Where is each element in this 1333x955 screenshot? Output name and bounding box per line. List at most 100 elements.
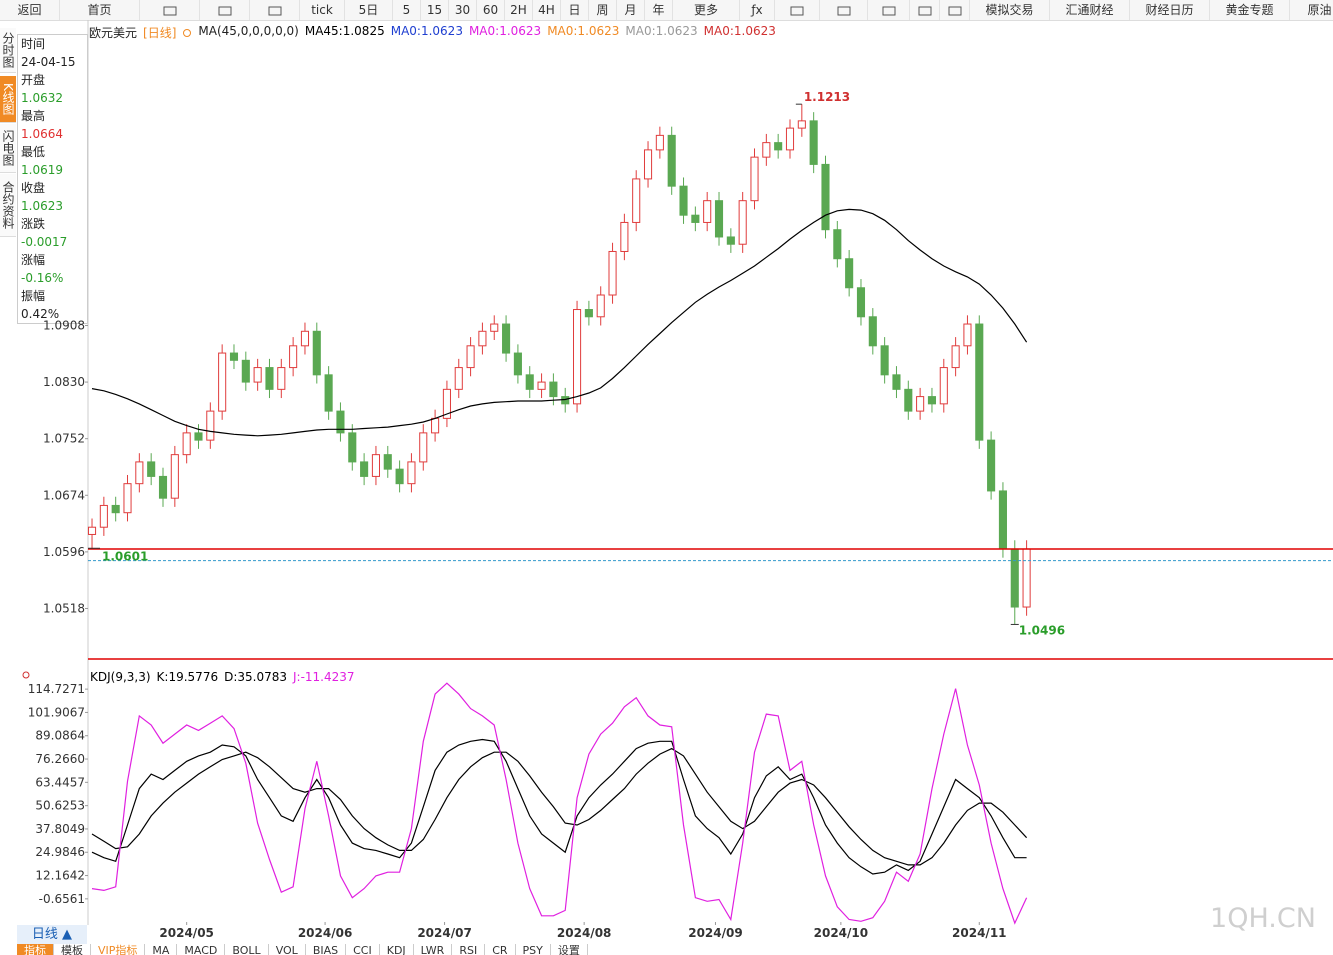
toolbar-button[interactable]: 原油 [1290, 0, 1333, 20]
toolbar-button[interactable]: 日 [561, 0, 589, 20]
toolbar-icon[interactable] [250, 0, 300, 20]
candle-body [123, 483, 132, 514]
toolbar-icon[interactable] [200, 0, 250, 20]
x-tick-label: 2024/09 [688, 926, 742, 940]
candle-body [265, 367, 274, 390]
y-tick-label: 24.9846 [35, 845, 85, 859]
bottom-tab[interactable]: VOL [269, 944, 306, 955]
candle-body [679, 185, 688, 216]
toolbar-icon[interactable] [868, 0, 910, 20]
candle-body [927, 396, 937, 405]
toolbar-icon[interactable] [140, 0, 200, 20]
toolbar-icon[interactable] [775, 0, 820, 20]
legend-entry: MA0:1.0623 [468, 24, 542, 38]
info-value: 24-04-15 [21, 55, 76, 69]
bottom-tab[interactable]: CCI [346, 944, 380, 955]
info-panel: 时间 24-04-15 开盘 1.0632 最高 1.0664 最低 1.0619 收盘 1.06… [17, 34, 88, 324]
info-value: 1.0664 [21, 127, 63, 141]
legend-entry: D:35.0783 [224, 670, 287, 684]
bottom-tab[interactable]: 模板 [54, 944, 91, 955]
y-tick-label: 1.0752 [43, 432, 85, 446]
x-tick-label: 2024/08 [557, 926, 611, 940]
candle-body [833, 229, 842, 260]
toolbar-icon[interactable] [820, 0, 868, 20]
toolbar-button[interactable]: 首页 [60, 0, 140, 20]
candle-body [762, 142, 771, 158]
panel-title-text: KDJ(9,3,3) [90, 670, 151, 684]
period[interactable]: [日线] [143, 26, 177, 40]
toolbar-button[interactable]: 15 [421, 0, 449, 20]
toolbar-button[interactable]: 5日 [345, 0, 393, 20]
toolbar-button[interactable]: 返回 [0, 0, 60, 20]
toolbar: 返回 首页 tick 5日 5 15 30 60 2H 4H 日周月年更多 ƒx 模拟交易 汇通财经 财经日… [0, 0, 1333, 21]
sidebar-tab[interactable]: K线图 [0, 76, 16, 123]
candle-body [892, 374, 901, 390]
sidebar-tab[interactable]: 合约资料 [0, 174, 16, 237]
toolbar-button[interactable]: 模拟交易 [970, 0, 1050, 20]
candle-body [643, 149, 653, 180]
candle-body [1010, 548, 1019, 608]
toolbar-button[interactable]: 2H [505, 0, 533, 20]
bottom-tab[interactable]: PSY [516, 944, 551, 955]
info-label: 开盘 [21, 73, 46, 87]
indicator[interactable]: MA(45,0,0,0,0,0) [198, 24, 299, 38]
bottom-tab[interactable]: MACD [177, 944, 226, 955]
toolbar-button[interactable]: 60 [477, 0, 505, 20]
candle-body [182, 432, 191, 456]
candle-body [383, 454, 392, 470]
bottom-tab[interactable]: LWR [414, 944, 453, 955]
y-tick-label: -0.6561 [39, 892, 85, 906]
toolbar-button[interactable]: 4H [533, 0, 561, 20]
candle-body [691, 214, 700, 223]
legend-entry: MA0:1.0623 [625, 24, 698, 38]
toolbar-button[interactable]: 黄金专题 [1210, 0, 1290, 20]
y-tick-label: 1.0596 [43, 545, 85, 559]
info-value: -0.16% [21, 271, 64, 285]
toolbar-button[interactable]: tick [300, 0, 345, 20]
info-value: 0.42% [21, 307, 60, 321]
toolbar-button[interactable]: 月 [617, 0, 645, 20]
low-label: 1.0496 [1019, 623, 1065, 637]
bottom-tab[interactable]: BIAS [306, 944, 347, 955]
toolbar-icon[interactable] [910, 0, 940, 20]
bottom-tab[interactable]: CR [485, 944, 516, 955]
candle-body [218, 352, 227, 412]
candle-body [774, 142, 783, 151]
icon[interactable] [182, 24, 192, 40]
bottom-tab[interactable]: BOLL [225, 944, 269, 955]
sidebar-tab[interactable]: 分时图 [0, 28, 16, 73]
toolbar-button[interactable]: 5 [393, 0, 421, 20]
toolbar-button[interactable]: 30 [449, 0, 477, 20]
period-button[interactable]: 日线 ▲ [17, 925, 87, 944]
x-tick-label: 2024/07 [417, 926, 471, 940]
info-value: 1.0623 [21, 199, 63, 213]
toolbar-button[interactable]: 周 [589, 0, 617, 20]
toolbar-button[interactable]: 财经日历 [1130, 0, 1210, 20]
toolbar-button[interactable]: 更多 [673, 0, 740, 20]
toolbar-button[interactable]: ƒx [740, 0, 775, 20]
y-tick-label: 1.0830 [43, 375, 85, 389]
bottom-tab[interactable]: 指标 [17, 944, 54, 955]
candle-body [963, 323, 972, 347]
bottom-tab[interactable]: RSI [452, 944, 486, 955]
sidebar-tab[interactable]: 闪电图 [0, 124, 16, 173]
bottom-tab[interactable]: MA [145, 944, 178, 955]
candle-body [608, 250, 617, 296]
candle-body [726, 236, 735, 245]
candle-body [466, 345, 475, 369]
candle-body [549, 381, 558, 398]
toolbar-icon[interactable] [940, 0, 970, 20]
legend-entry: J:-11.4237 [292, 670, 355, 684]
x-tick-label: 2024/06 [298, 926, 352, 940]
candle-body [419, 432, 428, 463]
info-value: -0.0017 [21, 235, 68, 249]
y-tick-label: 1.0674 [43, 488, 85, 502]
settings-icon [22, 671, 30, 679]
toolbar-button[interactable]: 年 [645, 0, 673, 20]
bottom-tab[interactable]: 设置 [551, 944, 588, 955]
bottom-tab[interactable]: VIP指标 [91, 944, 146, 955]
toolbar-button[interactable]: 汇通财经 [1050, 0, 1130, 20]
bottom-tab[interactable]: KDJ [380, 944, 414, 955]
candle-body [667, 134, 676, 187]
candle-body [407, 461, 416, 485]
